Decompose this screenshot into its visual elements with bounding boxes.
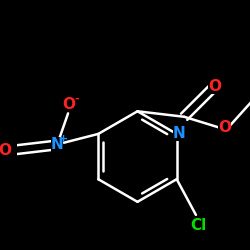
Text: N: N bbox=[51, 138, 64, 152]
Text: +: + bbox=[58, 134, 68, 144]
Text: N: N bbox=[173, 126, 186, 142]
Text: Cl: Cl bbox=[190, 218, 207, 233]
Text: O: O bbox=[208, 78, 221, 94]
Text: O: O bbox=[63, 97, 76, 112]
Text: O: O bbox=[218, 120, 231, 135]
Text: -: - bbox=[74, 94, 79, 104]
Text: O: O bbox=[0, 143, 11, 158]
